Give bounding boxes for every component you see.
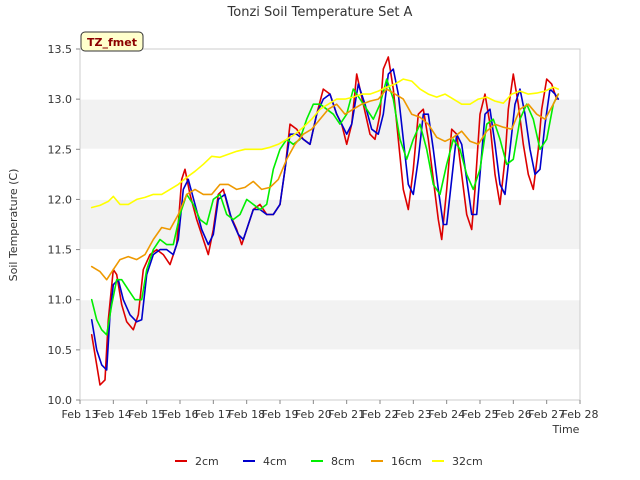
y-axis-title: Soil Temperature (C) — [7, 169, 20, 282]
chart-title: Tonzi Soil Temperature Set A — [227, 5, 413, 20]
y-tick-label: 13.0 — [48, 93, 73, 106]
x-tick-label: Feb 21 — [328, 408, 365, 421]
legend-item-8cm: 8cm — [311, 455, 355, 468]
y-tick-label: 12.0 — [48, 193, 73, 206]
x-tick-label: Feb 14 — [95, 408, 132, 421]
y-tick-label: 11.5 — [48, 244, 73, 257]
x-tick-label: Feb 18 — [228, 408, 265, 421]
legend-label: 16cm — [391, 455, 422, 468]
x-tick-label: Feb 26 — [495, 408, 532, 421]
y-tick-label: 11.0 — [48, 294, 73, 307]
y-tick-label: 13.5 — [48, 43, 73, 56]
y-tick-label: 10.0 — [48, 394, 73, 407]
band — [80, 99, 580, 150]
legend-item-32cm: 32cm — [432, 455, 483, 468]
y-axis-ticks: 10.0 10.5 11.0 11.5 12.0 12.5 13.0 13.5 — [48, 43, 80, 407]
series-line-16cm — [90, 88, 560, 281]
band — [80, 49, 580, 100]
tz-badge: TZ_fmet — [80, 31, 144, 52]
tz-badge-box — [80, 31, 144, 52]
plot-frame — [79, 48, 581, 401]
band — [80, 249, 580, 300]
series-line-32cm — [90, 78, 560, 209]
legend-label: 32cm — [452, 455, 483, 468]
x-tick-label: Feb 22 — [362, 408, 399, 421]
band — [80, 299, 580, 350]
legend-label: 4cm — [263, 455, 287, 468]
x-tick-label: Feb 23 — [395, 408, 432, 421]
x-tick-label: Feb 16 — [162, 408, 199, 421]
plot-border — [79, 48, 581, 401]
legend-item-16cm: 16cm — [371, 455, 422, 468]
x-tick-label: Feb 15 — [128, 408, 165, 421]
legend: 2cm 4cm 8cm 16cm 32cm — [175, 455, 483, 468]
legend-item-2cm: 2cm — [175, 455, 219, 468]
series-line-4cm — [90, 68, 560, 371]
tz-badge-label: TZ_fmet — [87, 36, 137, 49]
x-tick-label: Feb 25 — [462, 408, 499, 421]
y-tick-label: 12.5 — [48, 143, 73, 156]
x-tick-label: Feb 28 — [562, 408, 599, 421]
y-tick-label: 10.5 — [48, 344, 73, 357]
x-tick-label: Feb 24 — [428, 408, 465, 421]
x-tick-label: Feb 13 — [62, 408, 99, 421]
x-tick-label: Feb 19 — [262, 408, 299, 421]
band — [80, 199, 580, 250]
band — [80, 349, 580, 400]
legend-label: 8cm — [331, 455, 355, 468]
x-tick-label: Feb 27 — [528, 408, 565, 421]
series-line-8cm — [90, 78, 560, 336]
x-tick-label: Feb 20 — [295, 408, 332, 421]
series-lines — [90, 56, 560, 386]
legend-label: 2cm — [195, 455, 219, 468]
x-axis-title: Time — [552, 423, 580, 436]
legend-item-4cm: 4cm — [243, 455, 287, 468]
x-tick-label: Feb 17 — [195, 408, 232, 421]
